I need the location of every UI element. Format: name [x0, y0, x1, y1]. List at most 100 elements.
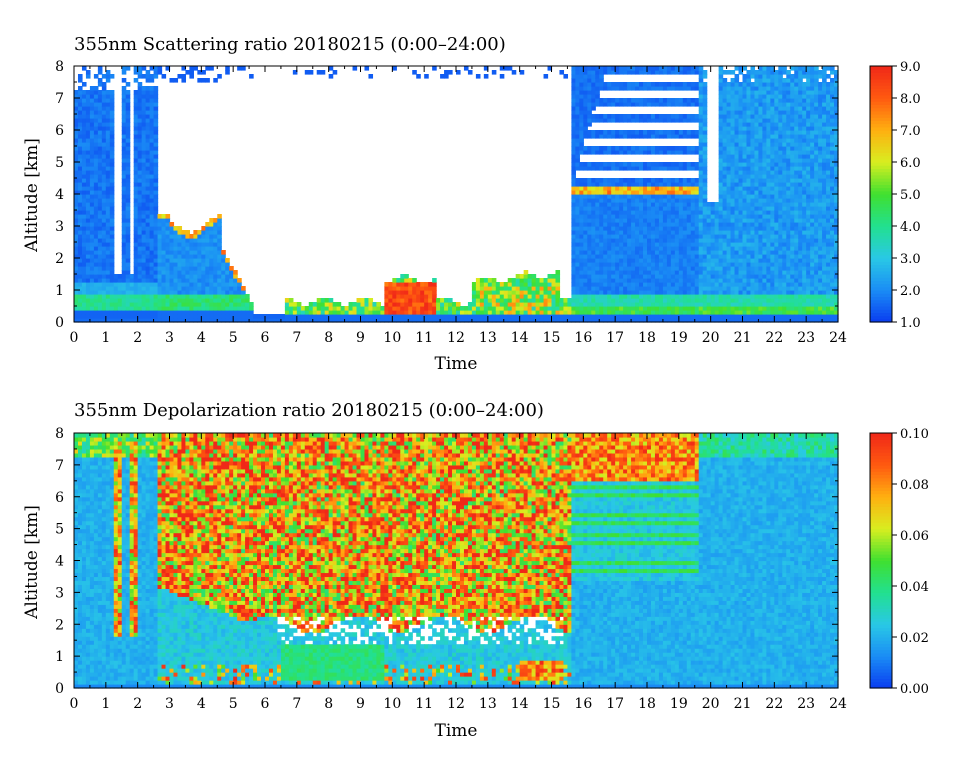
- heatmap-cell: [746, 90, 752, 95]
- heatmap-cell: [133, 186, 139, 191]
- heatmap-cell: [432, 314, 437, 319]
- heatmap-cell: [615, 218, 620, 223]
- heatmap-cell: [762, 178, 767, 183]
- heatmap-cell: [678, 190, 684, 195]
- heatmap-cell: [670, 86, 676, 91]
- heatmap-cell: [101, 242, 107, 247]
- heatmap-cell: [507, 286, 513, 291]
- heatmap-cell: [591, 70, 596, 75]
- heatmap-cell: [225, 258, 230, 263]
- heatmap-cell: [145, 182, 151, 187]
- heatmap-cell: [639, 274, 644, 279]
- heatmap-cell: [619, 226, 624, 231]
- heatmap-cell: [81, 102, 87, 107]
- heatmap-cell: [615, 198, 620, 203]
- heatmap-cell: [619, 162, 624, 167]
- heatmap-cell: [702, 230, 708, 235]
- heatmap-cell: [149, 86, 155, 91]
- heatmap-cell: [722, 174, 728, 179]
- heatmap-cell: [647, 182, 652, 187]
- heatmap-cell: [734, 294, 740, 299]
- heatmap-cell: [97, 182, 103, 187]
- heatmap-cell: [639, 182, 644, 187]
- heatmap-cell: [718, 290, 724, 295]
- heatmap-cell: [444, 318, 449, 323]
- heatmap-cell: [74, 170, 79, 175]
- heatmap-cell: [400, 306, 405, 311]
- heatmap-cell: [483, 278, 489, 283]
- heatmap-cell: [81, 214, 87, 219]
- heatmap-cell: [726, 246, 732, 251]
- heatmap-cell: [328, 318, 334, 323]
- heatmap-cell: [686, 282, 692, 287]
- heatmap-cell: [662, 254, 668, 259]
- heatmap-cell: [376, 314, 381, 319]
- heatmap-cell: [153, 198, 159, 203]
- heatmap-cell: [571, 142, 576, 147]
- heatmap-cell: [137, 150, 143, 155]
- heatmap-cell: [678, 258, 684, 263]
- heatmap-cell: [428, 290, 433, 295]
- heatmap-cell: [121, 194, 127, 199]
- heatmap-cell: [471, 290, 477, 295]
- heatmap-cell: [344, 314, 350, 319]
- heatmap-cell: [650, 286, 656, 291]
- heatmap-cell: [328, 66, 334, 71]
- heatmap-cell: [686, 214, 692, 219]
- heatmap-cell: [619, 230, 624, 235]
- heatmap-cell: [698, 314, 704, 319]
- heatmap-cell: [400, 290, 405, 295]
- heatmap-cell: [149, 226, 155, 231]
- heatmap-cell: [647, 206, 652, 211]
- heatmap-cell: [694, 166, 700, 171]
- heatmap-cell: [734, 246, 740, 251]
- heatmap-cell: [738, 150, 744, 155]
- heatmap-cell: [631, 266, 636, 271]
- heatmap-cell: [718, 242, 724, 247]
- heatmap-cell: [205, 234, 210, 239]
- heatmap-cell: [404, 298, 409, 303]
- heatmap-cell: [722, 122, 728, 127]
- heatmap-cell: [133, 130, 139, 135]
- heatmap-cell: [742, 110, 748, 115]
- heatmap-cell: [153, 250, 159, 255]
- heatmap-cell: [658, 102, 664, 107]
- heatmap-cell: [643, 114, 648, 119]
- heatmap-cell: [89, 210, 95, 215]
- heatmap-cell: [754, 266, 760, 271]
- heatmap-cell: [666, 162, 672, 167]
- heatmap-cell: [686, 270, 692, 275]
- heatmap-cell: [579, 294, 584, 299]
- heatmap-cell: [225, 306, 230, 311]
- heatmap-cell: [599, 306, 604, 311]
- heatmap-cell: [368, 310, 374, 315]
- heatmap-cell: [643, 86, 648, 91]
- heatmap-cell: [348, 318, 354, 323]
- heatmap-cell: [85, 222, 91, 227]
- heatmap-cell: [650, 70, 656, 75]
- heatmap-cell: [738, 106, 744, 111]
- heatmap-cell: [666, 214, 672, 219]
- heatmap-cell: [702, 70, 708, 75]
- heatmap-cell: [153, 126, 159, 131]
- heatmap-cell: [93, 202, 99, 207]
- heatmap-cell: [141, 130, 147, 135]
- heatmap-cell: [738, 110, 744, 115]
- heatmap-cell: [344, 318, 350, 323]
- heatmap-cell: [611, 182, 616, 187]
- heatmap-cell: [722, 278, 728, 283]
- heatmap-cell: [101, 250, 107, 255]
- heatmap-cell: [603, 178, 608, 183]
- heatmap-cell: [714, 298, 720, 303]
- heatmap-cell: [750, 158, 756, 163]
- heatmap-cell: [217, 262, 222, 267]
- heatmap-cell: [181, 78, 187, 83]
- heatmap-cell: [571, 78, 576, 83]
- heatmap-cell: [81, 254, 87, 259]
- heatmap-cell: [519, 294, 525, 299]
- heatmap-cell: [694, 302, 700, 307]
- heatmap-cell: [189, 314, 194, 319]
- heatmap-cell: [328, 306, 334, 311]
- heatmap-cell: [750, 118, 756, 123]
- heatmap-cell: [738, 182, 744, 187]
